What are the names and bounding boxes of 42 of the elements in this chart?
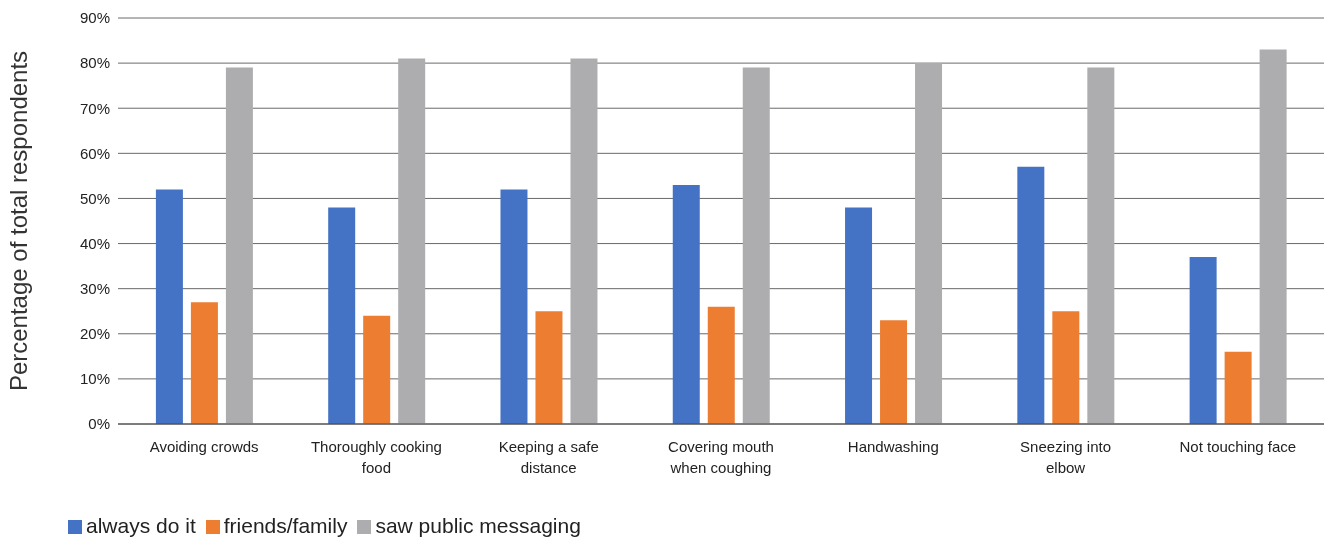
bar [1017,166,1045,424]
bar [672,184,700,424]
y-tick-label: 10% [79,370,110,388]
x-tick-label: Sneezing into elbow [1020,438,1112,476]
y-axis-title: Percentage of total respondents [4,50,32,392]
bar [398,58,426,424]
y-tick-label: 80% [79,54,110,72]
bar [328,207,356,424]
legend-label: friends/family [223,514,348,537]
x-tick-label: Avoiding crowds [149,438,259,455]
bar [363,315,391,424]
y-tick-label: 50% [79,189,110,207]
bar [535,311,563,424]
bar [707,306,735,424]
bar [915,63,943,424]
bar [1224,351,1252,424]
y-tick-label: 0% [88,415,110,433]
y-tick-label: 20% [79,325,110,343]
y-tick-label: 60% [79,144,110,162]
legend-label: always do it [86,514,196,537]
bar [880,320,908,424]
x-tick-label: Keeping a safe distance [498,438,599,476]
x-tick-label: Handwashing [847,438,939,455]
y-tick-label: 30% [79,279,110,297]
x-tick-label: Not touching face [1179,438,1297,455]
bar [570,58,598,424]
bar [1052,311,1080,424]
x-tick-label: Covering mouth when coughing [668,438,774,476]
legend-label: saw public messaging [375,514,581,537]
bar [1259,49,1287,424]
bar [1087,67,1115,424]
y-tick-label: 40% [79,234,110,252]
x-tick-label: Thoroughly cooking food [310,438,442,476]
bar [155,189,183,424]
bar [845,207,873,424]
y-tick-label: 70% [79,99,110,117]
bar [190,302,218,424]
bar [500,189,528,424]
y-tick-label: 90% [79,9,110,27]
bar [742,67,770,424]
bar [1189,257,1217,424]
bar [225,67,253,424]
